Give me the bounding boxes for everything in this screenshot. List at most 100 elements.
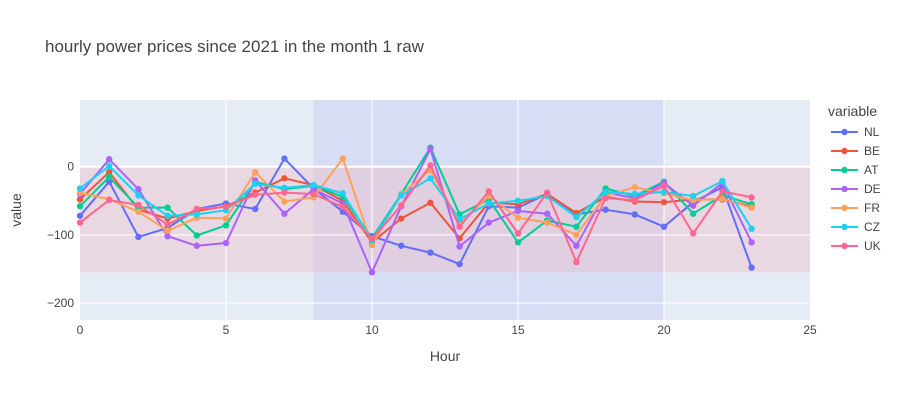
data-point-cz	[76, 185, 84, 192]
data-point-at	[222, 222, 230, 229]
data-point-be	[660, 198, 668, 206]
data-point-uk	[164, 221, 171, 228]
data-point-de	[106, 156, 113, 163]
y-tick-label: 0	[67, 160, 74, 174]
data-point-nl	[631, 211, 638, 218]
data-point-uk	[252, 191, 259, 198]
data-point-fr	[164, 227, 171, 234]
data-point-at	[106, 173, 113, 181]
data-point-cz	[339, 190, 346, 197]
x-axis-ticks: 0 5 10 15 20 25	[77, 323, 817, 337]
x-tick-label: 15	[511, 323, 525, 337]
x-tick-label: 0	[77, 323, 84, 337]
data-point-fr	[719, 195, 726, 202]
legend-label: DE	[864, 182, 881, 196]
data-point-be	[106, 168, 113, 176]
x-tick-label: 20	[657, 323, 671, 337]
data-point-fr	[135, 208, 142, 215]
legend-swatch-marker	[841, 185, 848, 193]
data-point-cz	[252, 180, 259, 187]
data-point-cz	[456, 215, 463, 223]
data-point-cz	[690, 192, 697, 200]
data-point-cz	[164, 212, 171, 219]
legend-item-nl[interactable]: NL	[831, 125, 880, 139]
data-point-uk	[135, 201, 142, 209]
data-point-fr	[339, 155, 346, 162]
data-point-uk	[193, 205, 200, 213]
data-point-cz	[514, 197, 522, 205]
data-point-cz	[573, 213, 580, 221]
series-group	[76, 144, 755, 276]
data-point-nl	[660, 223, 668, 230]
legend-label: CZ	[864, 220, 880, 234]
data-point-cz	[631, 190, 638, 198]
data-point-uk	[748, 194, 755, 201]
data-point-cz	[660, 188, 668, 196]
legend-items: NL BE AT DE FR CZ UK	[831, 125, 881, 253]
legend-item-fr[interactable]: FR	[831, 201, 880, 215]
data-point-fr	[544, 219, 551, 226]
data-point-fr	[252, 168, 259, 176]
data-point-nl	[602, 206, 609, 213]
data-point-fr	[514, 214, 522, 222]
data-point-uk	[514, 230, 522, 237]
series-line-fr	[79, 157, 752, 247]
data-point-cz	[485, 200, 492, 207]
legend-label: BE	[864, 144, 880, 158]
legend-label: FR	[864, 201, 880, 215]
data-point-de	[748, 239, 755, 246]
x-tick-label: 10	[365, 323, 379, 337]
legend-item-at[interactable]: AT	[831, 163, 879, 177]
data-point-fr	[281, 198, 288, 205]
legend-swatch-marker	[841, 223, 848, 231]
data-point-uk	[719, 188, 726, 195]
data-point-de	[427, 145, 434, 153]
data-point-uk	[222, 203, 230, 211]
data-point-cz	[427, 175, 434, 182]
chart-title: hourly power prices since 2021 in the mo…	[45, 37, 425, 56]
data-point-cz	[719, 177, 726, 185]
legend-swatch-marker	[841, 166, 848, 174]
legend-item-be[interactable]: BE	[831, 144, 880, 158]
data-point-at	[193, 232, 200, 239]
y-tick-label: −100	[47, 228, 74, 242]
legend-swatch-marker	[841, 242, 848, 250]
series-uk	[76, 162, 755, 266]
data-point-de	[135, 186, 142, 193]
data-point-uk	[427, 162, 434, 169]
y-axis-title: value	[8, 193, 24, 227]
x-tick-label: 5	[223, 323, 230, 337]
data-point-uk	[456, 223, 463, 230]
x-axis-title: Hour	[430, 348, 461, 364]
data-point-uk	[398, 202, 405, 209]
data-point-cz	[398, 192, 405, 199]
data-point-cz	[281, 184, 288, 192]
data-point-cz	[310, 181, 317, 189]
data-point-de	[164, 233, 171, 240]
data-point-uk	[485, 188, 492, 195]
data-point-nl	[456, 260, 463, 268]
data-point-at	[690, 210, 697, 217]
data-point-nl	[748, 264, 755, 271]
data-point-uk	[573, 258, 580, 266]
legend-swatch-marker	[841, 147, 848, 155]
legend-swatch-marker	[841, 128, 848, 136]
legend-item-de[interactable]: DE	[831, 182, 881, 196]
data-point-nl	[398, 242, 405, 249]
data-point-cz	[602, 188, 609, 196]
gridlines	[80, 100, 810, 320]
data-point-nl	[281, 155, 288, 162]
legend-item-cz[interactable]: CZ	[831, 220, 880, 234]
data-point-uk	[339, 203, 346, 211]
data-point-de	[368, 269, 376, 276]
data-point-uk	[544, 189, 551, 196]
data-point-de	[222, 239, 230, 247]
data-point-nl	[427, 249, 434, 256]
legend-label: UK	[864, 239, 881, 253]
data-point-cz	[193, 211, 200, 218]
legend-label: AT	[864, 163, 879, 177]
data-point-fr	[573, 231, 580, 239]
data-point-uk	[690, 230, 697, 237]
legend-item-uk[interactable]: UK	[831, 239, 881, 253]
data-point-be	[427, 199, 434, 207]
